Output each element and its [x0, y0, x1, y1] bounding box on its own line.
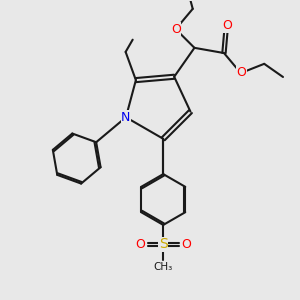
Text: O: O	[182, 238, 191, 251]
Text: O: O	[222, 20, 232, 32]
Text: O: O	[236, 66, 246, 79]
Text: O: O	[135, 238, 145, 251]
Text: S: S	[159, 237, 168, 251]
Text: O: O	[171, 22, 181, 36]
Text: N: N	[121, 111, 130, 124]
Text: CH₃: CH₃	[154, 262, 173, 272]
